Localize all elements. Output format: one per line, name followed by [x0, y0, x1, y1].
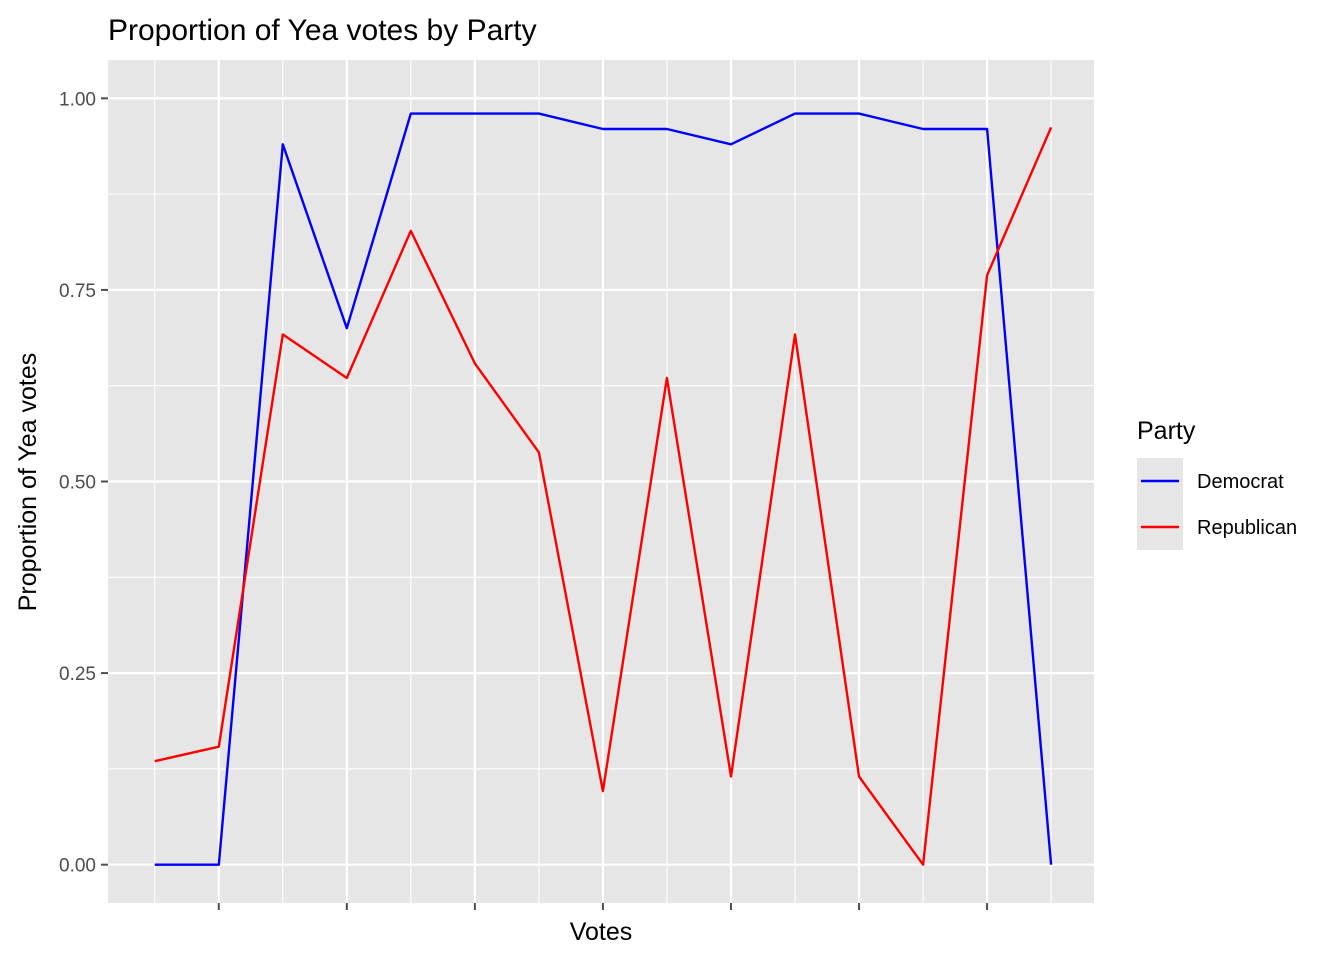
y-tick-label: 0.50 [59, 473, 96, 494]
y-tick-label: 0.00 [59, 856, 96, 877]
y-tick-label: 0.75 [59, 281, 96, 302]
series-line-democrat [154, 112, 1053, 866]
series-line-republican [154, 126, 1053, 866]
y-axis-title: Proportion of Yea votes [14, 353, 42, 612]
series-layer [154, 112, 1053, 866]
legend-items: Democrat Republican [1137, 458, 1297, 550]
y-tick-label: 0.25 [59, 664, 96, 685]
legend: Party Democrat Republican [1137, 417, 1297, 550]
y-axis: 0.00 0.25 0.50 0.75 1.00 [59, 89, 989, 910]
legend-label: Democrat [1197, 471, 1284, 493]
x-axis-title: Votes [570, 918, 633, 946]
y-tick-label: 1.00 [59, 89, 96, 110]
legend-item-republican: Republican [1137, 504, 1297, 550]
legend-label: Republican [1197, 517, 1297, 539]
chart-title: Proportion of Yea votes by Party [108, 14, 537, 47]
legend-item-democrat: Democrat [1137, 458, 1284, 504]
gridlines [108, 60, 1094, 903]
legend-title: Party [1137, 417, 1196, 445]
